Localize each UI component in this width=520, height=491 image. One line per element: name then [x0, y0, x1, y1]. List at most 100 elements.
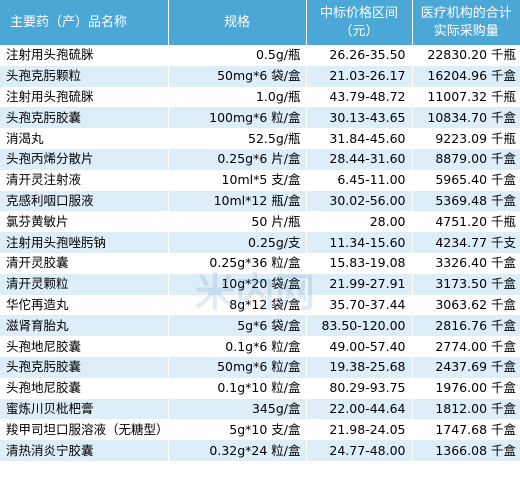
cell-price-range: 19.38-25.68 — [306, 356, 413, 378]
header-purchase-volume-line2: 实际采购量 — [433, 23, 499, 39]
table-row: 注射用头孢唑肟钠 0.25g/支 11.34-15.60 4234.77 千支 — [0, 232, 520, 253]
cell-product-name: 克感利咽口服液 — [0, 190, 169, 212]
cell-purchase-volume: 5369.48 千盒 — [435, 192, 516, 208]
table-row: 清开灵颗粒 10g*20 袋/盒 21.99-27.91 3173.50 千盒 — [0, 273, 520, 295]
cell-purchase-volume: 11007.32 千瓶 — [427, 88, 516, 104]
cell-price-range: 15.83-19.08 — [306, 252, 413, 274]
cell-purchase-volume: 5965.40 千盒 — [435, 172, 516, 188]
cell-spec: 0.5g/瓶 — [168, 45, 307, 66]
cell-purchase-volume: 3173.50 千盒 — [435, 276, 516, 292]
table-row: 头孢丙烯分散片 0.25g*6 片/盒 28.44-31.60 8879.00 千盒 — [0, 148, 520, 170]
cell-price-range: 21.03-26.17 — [306, 65, 413, 87]
table-row: 注射用头孢硫脒 1.0g/瓶 43.79-48.72 11007.32 千瓶 — [0, 86, 520, 108]
cell-price-range: 6.45-11.00 — [306, 169, 413, 191]
drug-procurement-table: 主要药（产）品名称 规格 中标价格区间 （元） 医疗机构的合计 实际采购量 注射… — [0, 0, 520, 461]
cell-spec: 0.25g*6 片/盒 — [168, 148, 307, 170]
cell-spec: 10ml*5 支/盒 — [168, 169, 307, 191]
cell-spec: 0.25g/支 — [168, 232, 307, 253]
cell-purchase-volume: 1976.00 千盒 — [435, 380, 516, 396]
table-row: 氯芬黄敏片 50 片/瓶 28.00 4751.20 千瓶 — [0, 211, 520, 233]
cell-purchase-volume: 8879.00 千盒 — [435, 151, 516, 167]
cell-spec: 0.32g*24 粒/盒 — [168, 440, 307, 461]
cell-price-range: 35.70-37.44 — [306, 294, 413, 316]
cell-price-range: 31.84-45.60 — [306, 128, 413, 149]
cell-product-name: 注射用头孢硫脒 — [0, 86, 169, 108]
table-row: 克感利咽口服液 10ml*12 瓶/盒 30.02-56.00 5369.48 千盒 — [0, 190, 520, 212]
cell-purchase-volume: 3326.40 千盒 — [435, 255, 516, 271]
cell-spec: 0.1g*10 粒/盒 — [168, 377, 307, 399]
cell-purchase-volume: 4234.77 千支 — [435, 234, 516, 250]
table-row: 蜜炼川贝枇杷膏 345g/盒 22.00-44.64 1812.00 千盒 — [0, 398, 520, 420]
cell-product-name: 注射用头孢硫脒 — [0, 45, 169, 66]
header-price-range: 中标价格区间 （元） — [306, 0, 413, 45]
table-body: 注射用头孢硫脒 0.5g/瓶 26.26-35.50 22830.20 千瓶 头孢克肟颗… — [0, 45, 520, 461]
table-row: 滋肾育胎丸 5g*6 袋/盒 83.50-120.00 2816.76 千盒 — [0, 315, 520, 337]
cell-price-range: 24.77-48.00 — [306, 440, 413, 461]
cell-spec: 50 片/瓶 — [168, 211, 307, 233]
header-row: 主要药（产）品名称 规格 中标价格区间 （元） 医疗机构的合计 实际采购量 — [0, 0, 520, 45]
cell-purchase-volume: 4751.20 千瓶 — [435, 213, 516, 229]
cell-purchase-volume: 9223.09 千瓶 — [435, 130, 516, 146]
cell-purchase-volume: 2816.76 千盒 — [435, 317, 516, 333]
cell-spec: 50mg*6 粒/盒 — [168, 356, 307, 378]
header-purchase-volume: 医疗机构的合计 实际采购量 — [412, 0, 520, 45]
cell-spec: 10g*20 袋/盒 — [168, 273, 307, 295]
cell-spec: 345g/盒 — [168, 398, 307, 420]
cell-purchase-volume: 1366.08 千盒 — [435, 442, 516, 458]
cell-purchase-volume: 2437.69 千盒 — [435, 359, 516, 375]
header-purchase-volume-line1: 医疗机构的合计 — [420, 5, 512, 21]
cell-spec: 0.1g*6 粒/盒 — [168, 336, 307, 357]
cell-product-name: 滋肾育胎丸 — [0, 315, 169, 337]
cell-product-name: 清开灵颗粒 — [0, 273, 169, 295]
table-row: 头孢克肟胶囊 50mg*6 粒/盒 19.38-25.68 2437.69 千盒 — [0, 356, 520, 378]
cell-purchase-volume: 10834.70 千盒 — [427, 109, 516, 125]
cell-purchase-volume: 22830.20 千瓶 — [427, 47, 516, 63]
header-product-name: 主要药（产）品名称 — [0, 0, 169, 45]
cell-price-range: 22.00-44.64 — [306, 398, 413, 420]
table-row: 清开灵注射液 10ml*5 支/盒 6.45-11.00 5965.40 千盒 — [0, 169, 520, 191]
table-row: 头孢地尼胶囊 0.1g*6 粒/盒 49.00-57.40 2774.00 千盒 — [0, 336, 520, 357]
cell-purchase-volume: 16204.96 千盒 — [427, 68, 516, 84]
table-row: 清开灵胶囊 0.25g*36 粒/盒 15.83-19.08 3326.40 千盒 — [0, 252, 520, 274]
cell-price-range: 49.00-57.40 — [306, 336, 413, 357]
cell-price-range: 21.99-27.91 — [306, 273, 413, 295]
cell-product-name: 清热消炎宁胶囊 — [0, 440, 169, 461]
cell-purchase-volume: 1747.68 千盒 — [435, 421, 516, 437]
cell-purchase-volume: 3063.62 千盒 — [435, 296, 516, 312]
table-row: 注射用头孢硫脒 0.5g/瓶 26.26-35.50 22830.20 千瓶 — [0, 45, 520, 66]
header-price-range-line2: （元） — [339, 23, 379, 39]
table-row: 羧甲司坦口服溶液（无糖型） 5g*10 支/盒 21.98-24.05 1747.68… — [0, 419, 520, 441]
cell-spec: 1.0g/瓶 — [168, 86, 307, 108]
cell-spec: 5g*6 袋/盒 — [168, 315, 307, 337]
cell-product-name: 清开灵注射液 — [0, 169, 169, 191]
cell-product-name: 清开灵胶囊 — [0, 252, 169, 274]
cell-price-range: 21.98-24.05 — [306, 419, 413, 441]
cell-spec: 5g*10 支/盒 — [168, 419, 307, 441]
cell-price-range: 28.00 — [306, 211, 413, 233]
cell-spec: 52.5g/瓶 — [168, 128, 307, 149]
cell-price-range: 43.79-48.72 — [306, 86, 413, 108]
table-header: 主要药（产）品名称 规格 中标价格区间 （元） 医疗机构的合计 实际采购量 — [0, 0, 520, 45]
cell-spec: 100mg*6 粒/盒 — [168, 107, 307, 129]
cell-price-range: 28.44-31.60 — [306, 148, 413, 170]
cell-product-name: 消渴丸 — [0, 128, 169, 149]
table-row: 华佗再造丸 8g*12 袋/盒 35.70-37.44 3063.62 千盒 — [0, 294, 520, 316]
cell-spec: 10ml*12 瓶/盒 — [168, 190, 307, 212]
cell-price-range: 11.34-15.60 — [306, 232, 413, 253]
cell-product-name: 注射用头孢唑肟钠 — [0, 232, 169, 253]
table-row: 清热消炎宁胶囊 0.32g*24 粒/盒 24.77-48.00 1366.08 千盒 — [0, 440, 520, 461]
table-row: 头孢克肟颗粒 50mg*6 袋/盒 21.03-26.17 16204.96 千盒 — [0, 65, 520, 87]
table-row: 头孢克肟胶囊 100mg*6 粒/盒 30.13-43.65 10834.70 千盒 — [0, 107, 520, 129]
cell-product-name: 华佗再造丸 — [0, 294, 169, 316]
cell-product-name: 头孢丙烯分散片 — [0, 148, 169, 170]
cell-purchase-volume: 1812.00 千盒 — [435, 400, 516, 416]
cell-spec: 50mg*6 袋/盒 — [168, 65, 307, 87]
cell-price-range: 83.50-120.00 — [306, 315, 413, 337]
cell-product-name: 头孢克肟胶囊 — [0, 356, 169, 378]
cell-price-range: 26.26-35.50 — [306, 45, 413, 66]
cell-product-name: 头孢地尼胶囊 — [0, 377, 169, 399]
cell-purchase-volume: 2774.00 千盒 — [435, 338, 516, 354]
cell-price-range: 30.02-56.00 — [306, 190, 413, 212]
cell-product-name: 头孢克肟颗粒 — [0, 65, 169, 87]
